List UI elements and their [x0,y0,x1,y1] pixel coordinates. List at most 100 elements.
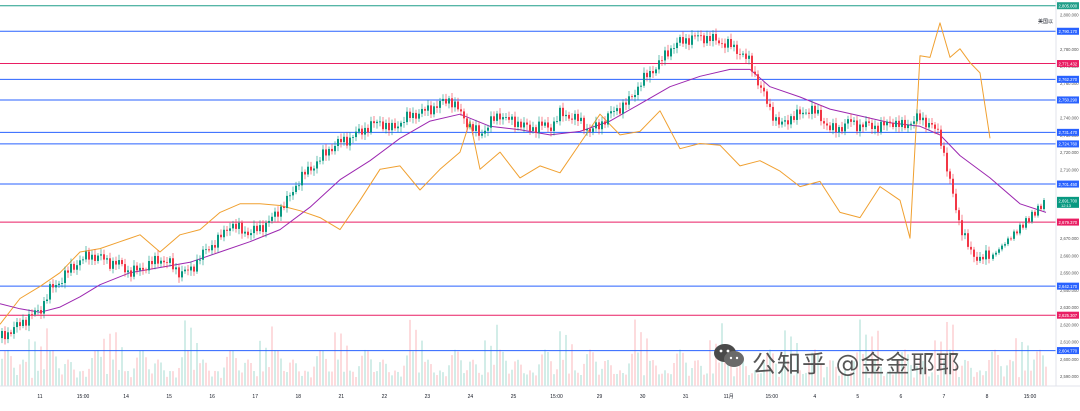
volume-bar-346 [1039,349,1041,386]
volume-bar-291 [874,360,876,386]
volume-bar-175 [526,374,528,386]
volume-bar-28 [85,376,87,386]
candle-body-25 [76,265,78,270]
volume-bar-30 [91,357,93,386]
volume-bar-206 [619,370,621,386]
candle-body-39 [118,260,120,265]
volume-bar-147 [442,372,444,386]
level-label-bg-1 [1057,27,1079,35]
volume-bar-265 [796,343,798,386]
volume-bar-333 [1000,366,1002,386]
candle-body-320 [961,220,963,236]
candle-body-174 [523,122,525,128]
x-tick-label-21: 7 [943,394,946,400]
volume-bar-53 [160,362,162,386]
candle-body-239 [718,40,720,44]
volume-bar-79 [238,370,240,386]
volume-bar-51 [154,363,156,386]
candle-body-100 [301,171,303,186]
candle-body-345 [1037,205,1039,216]
volume-bar-78 [235,358,237,386]
candle-body-304 [913,121,915,124]
volume-bar-339 [1018,377,1020,386]
volume-bar-83 [250,362,252,386]
candle-body-84 [253,225,255,234]
volume-bar-332 [997,355,999,386]
volume-bar-328 [985,371,987,386]
y-tick-label-3: 2,760.000 [1060,81,1079,86]
volume-bar-308 [925,367,927,386]
x-tick-label-22: 8 [986,394,989,400]
candle-body-278 [835,123,837,133]
candle-body-326 [979,256,981,261]
candle-body-159 [478,125,480,136]
level-label-bg-4 [1057,96,1079,104]
volume-bar-135 [406,355,408,386]
volume-bar-62 [187,350,189,386]
level-label-6: 2,724.760 [1059,142,1078,147]
candle-body-308 [925,117,927,128]
volume-bar-310 [931,372,933,386]
volume-bar-205 [616,373,618,386]
x-tick-label-6: 18 [295,394,301,400]
candle-body-188 [565,114,567,117]
volume-bar-316 [949,349,951,386]
x-tick-label-10: 24 [468,394,474,400]
candle-body-160 [481,133,483,136]
candle-body-103 [310,166,312,171]
volume-bar-111 [334,332,336,386]
level-label-bg-9 [1057,282,1079,290]
candle-body-255 [766,91,768,104]
volume-bar-74 [223,367,225,386]
volume-bar-203 [610,365,612,386]
volume-bar-280 [841,372,843,386]
volume-bar-25 [76,377,78,386]
level-label-9: 2,642.170 [1059,284,1078,289]
volume-bar-343 [1030,370,1032,386]
x-tick-label-19: 5 [856,394,859,400]
candle-body-323 [970,246,972,250]
volume-bar-82 [247,359,249,386]
candle-body-56 [169,258,171,263]
candle-body-26 [79,260,81,266]
volume-bar-7 [22,359,24,386]
candle-body-135 [406,111,408,123]
volume-bar-148 [445,376,447,386]
volume-bar-181 [544,349,546,386]
candle-body-132 [397,126,399,129]
candle-body-127 [382,121,384,130]
candle-body-216 [649,71,651,78]
candle-body-112 [337,138,339,146]
volume-bar-335 [1006,365,1008,386]
volume-bar-169 [508,373,510,386]
candle-body-52 [157,255,159,264]
candle-body-44 [133,265,135,277]
volume-bar-154 [463,373,465,386]
volume-bar-298 [895,372,897,386]
candle-body-338 [1016,231,1018,234]
volume-bar-39 [118,369,120,386]
volume-bar-300 [901,352,903,386]
candle-body-13 [40,310,42,314]
volume-bar-23 [70,362,72,386]
volume-bar-118 [355,376,357,386]
volume-bar-32 [97,350,99,386]
volume-bar-210 [631,353,633,386]
volume-bar-3 [10,356,12,386]
candle-body-158 [475,125,477,131]
volume-bar-290 [871,336,873,386]
volume-bar-102 [307,371,309,386]
volume-bar-140 [421,340,423,386]
candle-body-114 [343,136,345,143]
volume-bar-73 [220,377,222,386]
candle-body-247 [742,53,744,55]
candle-body-36 [109,258,111,269]
candle-body-221 [664,50,666,61]
volume-bar-167 [502,351,504,386]
candle-body-310 [931,123,933,125]
volume-bar-251 [754,370,756,386]
volume-bar-170 [511,369,513,386]
candle-body-37 [112,260,114,269]
